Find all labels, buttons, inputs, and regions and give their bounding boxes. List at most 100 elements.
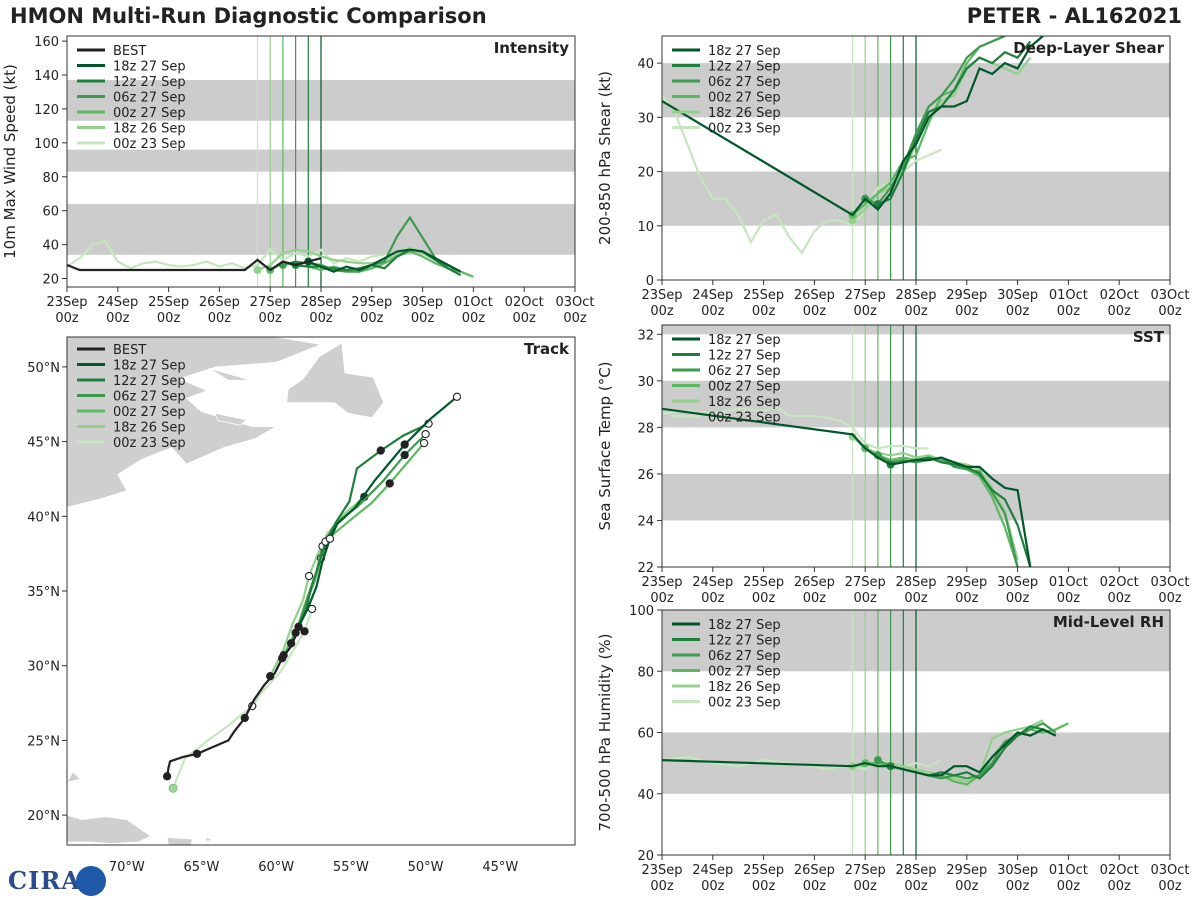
legend-label: 18z 27 Sep [708, 618, 781, 633]
x-tick-label: 01Oct [454, 295, 493, 310]
track-point [376, 446, 385, 455]
legend-label: 12z 27 Sep [113, 75, 186, 90]
y-tick-label: 32 [637, 328, 654, 343]
x-tick-label: 27Sep [845, 288, 886, 303]
track-point [278, 654, 287, 663]
newfoundland-land [286, 342, 385, 419]
lon-tick-label: 45°W [482, 860, 518, 875]
x-tick-label: 00z [955, 591, 979, 606]
x-tick-label: 00z [1108, 879, 1132, 894]
y-tick-label: 0 [646, 274, 654, 289]
lon-tick-label: 70°W [109, 860, 145, 875]
x-tick-label: 23Sep [641, 863, 682, 878]
legend-label: 00z 27 Sep [113, 405, 186, 420]
track-point [240, 713, 249, 723]
track-point [421, 429, 430, 439]
x-tick-label: 00z [752, 304, 776, 319]
legend-label: 06z 27 Sep [113, 390, 186, 405]
x-tick-label: 23Sep [641, 575, 682, 590]
legend-label: 06z 27 Sep [113, 91, 186, 106]
y-tick-label: 20 [637, 849, 654, 864]
lon-tick-label: 55°W [333, 860, 369, 875]
x-tick-label: 24Sep [97, 295, 138, 310]
logo-text: CIRA [8, 866, 81, 895]
x-tick-label: 03Oct [1150, 575, 1189, 590]
figure-title: HMON Multi-Run Diagnostic Comparison [10, 4, 487, 28]
x-tick-label: 00z [854, 304, 878, 319]
track-point [419, 438, 429, 448]
x-tick-label: 29Sep [946, 575, 987, 590]
legend-label: 18z 27 Sep [708, 44, 781, 59]
lat-tick-label: 40°N [27, 510, 60, 525]
x-tick-label: 00z [701, 879, 725, 894]
y-tick-label: 20 [637, 166, 654, 181]
x-tick-label: 00z [1006, 879, 1030, 894]
y-tick-label: 20 [42, 273, 59, 288]
y-tick-label: 40 [637, 57, 654, 72]
legend-label: 06z 27 Sep [708, 364, 781, 379]
lat-tick-label: 35°N [27, 585, 60, 600]
legend-label: 18z 26 Sep [708, 106, 781, 121]
y-tick-label: 30 [637, 375, 654, 390]
series-line-12z-27-Sep [877, 40, 1032, 206]
x-tick-label: 03Oct [1150, 288, 1189, 303]
x-tick-label: 00z [208, 311, 232, 326]
x-tick-label: 30Sep [997, 575, 1038, 590]
lat-tick-label: 50°N [27, 361, 60, 376]
x-tick-label: 00z [752, 591, 776, 606]
track-point [304, 571, 314, 581]
globe-icon [76, 866, 106, 896]
x-tick-label: 00z [259, 311, 283, 326]
series-line-00z-27-Sep [864, 447, 1019, 567]
track-panel: 20°N 25°N 30°N 35°N 40°N 45°N 50°N 70°W 65°W 60°W… [27, 336, 576, 875]
x-tick-label: 00z [513, 311, 537, 326]
panel-title: Mid-Level RH [1053, 613, 1164, 631]
y-tick-label: 40 [42, 239, 59, 254]
x-tick-label: 30Sep [997, 288, 1038, 303]
x-tick-label: 00z [955, 304, 979, 319]
x-tick-label: 26Sep [794, 288, 835, 303]
x-tick-label: 00z [360, 311, 384, 326]
series-line-00z-23-Sep [662, 405, 929, 450]
x-tick-label: 26Sep [794, 575, 835, 590]
x-tick-label: 00z [1108, 304, 1132, 319]
series-line-18z-27-Sep [662, 36, 1044, 217]
series-line-06z-27-Sep [864, 36, 1006, 206]
series-line-18z-27-Sep [662, 728, 1057, 777]
puerto-rico-land [166, 837, 194, 845]
x-tick-label: 00z [1006, 304, 1030, 319]
x-tick-label: 29Sep [351, 295, 392, 310]
track-point [400, 440, 409, 449]
legend-label: BEST [113, 343, 146, 358]
x-tick-label: 01Oct [1049, 288, 1088, 303]
x-tick-label: 00z [1158, 304, 1182, 319]
y-axis-label: 10m Max Wind Speed (kt) [1, 64, 19, 259]
x-tick-label: 30Sep [402, 295, 443, 310]
track-point [325, 534, 335, 543]
legend-label: 18z 27 Sep [113, 60, 186, 75]
x-tick-label: 00z [803, 879, 827, 894]
legend-label: 12z 27 Sep [708, 60, 781, 75]
x-tick-label: 00z [650, 879, 674, 894]
legend-label: 00z 27 Sep [113, 106, 186, 121]
panel-title: Deep-Layer Shear [1013, 39, 1164, 57]
legend-label: 12z 27 Sep [113, 374, 186, 389]
x-tick-label: 25Sep [148, 295, 189, 310]
legend-label: 00z 27 Sep [708, 91, 781, 106]
x-tick-label: 00z [955, 879, 979, 894]
y-tick-label: 160 [34, 35, 59, 50]
y-tick-label: 120 [34, 103, 59, 118]
x-tick-label: 24Sep [692, 863, 733, 878]
x-tick-label: 00z [1057, 879, 1081, 894]
legend-label: 18z 26 Sep [113, 421, 186, 436]
north-america-land [67, 337, 323, 508]
y-tick-label: 28 [637, 421, 654, 436]
anticosti-land [208, 368, 251, 381]
x-tick-label: 25Sep [743, 288, 784, 303]
x-tick-label: 23Sep [46, 295, 87, 310]
x-tick-label: 01Oct [1049, 863, 1088, 878]
panel-title: Intensity [494, 39, 570, 57]
track-point [452, 392, 462, 401]
x-tick-label: 00z [462, 311, 486, 326]
legend-label: 12z 27 Sep [708, 349, 781, 364]
